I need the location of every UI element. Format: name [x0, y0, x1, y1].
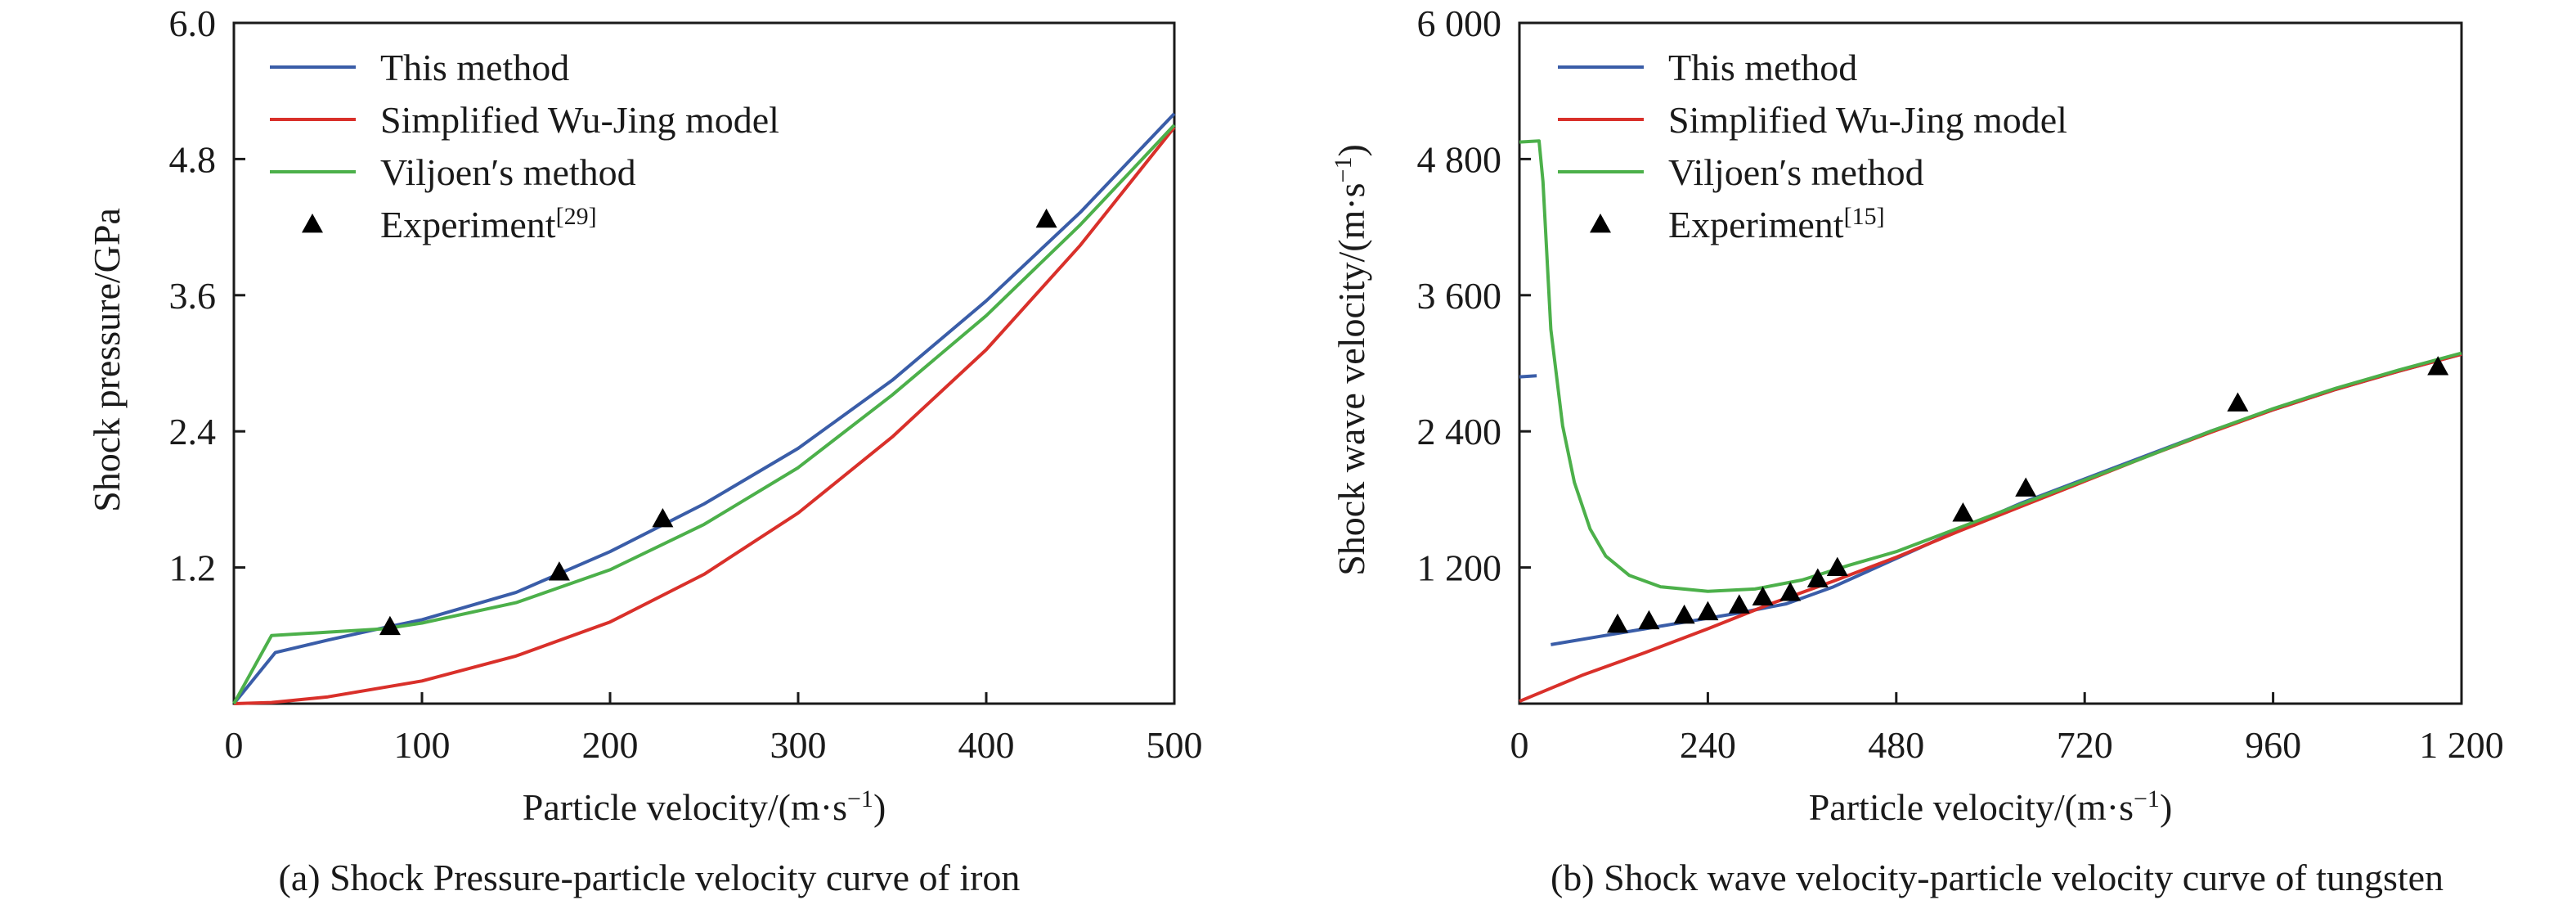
series-viljoen-s-method-a-line: [232, 124, 1176, 704]
y-tick-label-b: 1 200: [1417, 547, 1502, 589]
series-experiment-b-point: [2015, 477, 2037, 497]
series-experiment-b-point: [1752, 586, 1774, 606]
chart-panel-b: 0 240 480 720 960 1 200 1 200 2 400 3 600 4 800 6 …: [1330, 2, 2504, 898]
legend-viljoen-s-method-a-label: Viljoen′s method: [380, 151, 636, 193]
series-experiment-b-point: [1826, 556, 1848, 576]
caption-a: (a) Shock Pressure-particle velocity cur…: [279, 857, 1021, 898]
y-axis-title-a: Shock pressure/GPa: [86, 208, 128, 512]
x-tick-label-b: 1 200: [2419, 724, 2504, 766]
y-tick-label-a: 6.0: [169, 2, 217, 44]
series-experiment-b-point: [1638, 610, 1660, 630]
series-experiment-b-point: [1728, 594, 1750, 614]
y-tick-label-a: 4.8: [169, 138, 217, 180]
y-tick-label-a: 1.2: [169, 547, 217, 589]
legend-experiment-b-label: Experiment[15]: [1668, 203, 1885, 246]
series-experiment-b-point: [2427, 356, 2449, 376]
ticks-a: [234, 157, 988, 704]
plot-frame-a: [232, 21, 1176, 705]
series-experiment-a-point: [548, 561, 570, 581]
series-simplified-wu-jing-model-a-line: [233, 126, 1176, 705]
x-axis-title-b: Particle velocity/(m·s−1): [1809, 785, 2173, 829]
x-tick-label-a: 0: [225, 724, 244, 766]
ticks-b: [1519, 157, 2275, 704]
series-experiment-b-point: [1952, 502, 1974, 522]
x-tick-label-b: 0: [1510, 724, 1529, 766]
x-tick-label-a: 300: [770, 724, 827, 766]
series-experiment-a-point: [652, 507, 674, 528]
series-experiment-b-point: [1697, 601, 1719, 621]
y-axis-title-b: Shock wave velocity/(m·s−1): [1330, 144, 1373, 576]
legend-a: This method Simplified Wu-Jing model Viljo…: [270, 47, 779, 245]
x-tick-label-a: 200: [582, 724, 639, 766]
y-tick-label-a: 3.6: [169, 275, 217, 317]
y-tick-label-b: 3 600: [1417, 275, 1502, 317]
x-tick-label-a: 400: [958, 724, 1015, 766]
legend-this-method-a-label: This method: [380, 47, 569, 88]
plot-frame-b: [1518, 21, 2463, 705]
x-tick-label-b: 480: [1868, 724, 1924, 766]
series-experiment-b-point: [1779, 582, 1802, 601]
x-tick-label-a: 100: [394, 724, 451, 766]
legend-viljoen-s-method-b-label: Viljoen′s method: [1668, 151, 1924, 193]
x-tick-label-b: 240: [1680, 724, 1736, 766]
tick-labels-b: 0 240 480 720 960 1 200 1 200 2 400 3 600 4 800 6 …: [1417, 2, 2504, 766]
x-axis-title-a: Particle velocity/(m·s−1): [523, 785, 886, 829]
series-group-b: [1519, 139, 2462, 704]
legend-experiment-b-swatch: [1590, 214, 1611, 233]
tick-labels-a: 0 100 200 300 400 500 1.2 2.4 3.6 4.8 6.0: [169, 2, 1203, 766]
series-viljoen-s-method-b-line: [1519, 139, 2462, 593]
series-experiment-a-point: [1035, 208, 1057, 228]
x-tick-label-a: 500: [1147, 724, 1203, 766]
x-tick-label-b: 960: [2245, 724, 2301, 766]
legend-experiment-a-swatch: [302, 214, 323, 233]
legend-experiment-a-label: Experiment[29]: [380, 203, 597, 246]
y-tick-label-a: 2.4: [169, 411, 217, 452]
series-group-a: [232, 112, 1176, 705]
series-experiment-b-point: [1673, 604, 1695, 624]
series-experiment-b-point: [1607, 613, 1628, 633]
series-experiment-a-point: [379, 615, 401, 636]
chart-panel-a: 0 100 200 300 400 500 1.2 2.4 3.6 4.8 6.0 This met…: [86, 2, 1203, 898]
x-tick-label-b: 720: [2057, 724, 2113, 766]
y-tick-label-b: 4 800: [1417, 138, 1502, 180]
legend-simplified-wu-jing-model-b-label: Simplified Wu-Jing model: [1668, 99, 2067, 141]
legend-this-method-b-label: This method: [1668, 47, 1857, 88]
series-simplified-wu-jing-model-b-line: [1519, 352, 2462, 704]
series-experiment-b-point: [2227, 392, 2249, 412]
series-this-method-b-line: [1551, 352, 2462, 646]
caption-b: (b) Shock wave velocity-particle velocit…: [1551, 857, 2444, 898]
y-tick-label-b: 6 000: [1417, 2, 1502, 44]
y-tick-label-b: 2 400: [1417, 411, 1502, 452]
legend-simplified-wu-jing-model-a-label: Simplified Wu-Jing model: [380, 99, 779, 141]
series-experiment-b-point: [1806, 568, 1829, 587]
series-this-method-a-line: [232, 112, 1176, 705]
legend-b: This method Simplified Wu-Jing model Viljo…: [1558, 47, 2067, 245]
